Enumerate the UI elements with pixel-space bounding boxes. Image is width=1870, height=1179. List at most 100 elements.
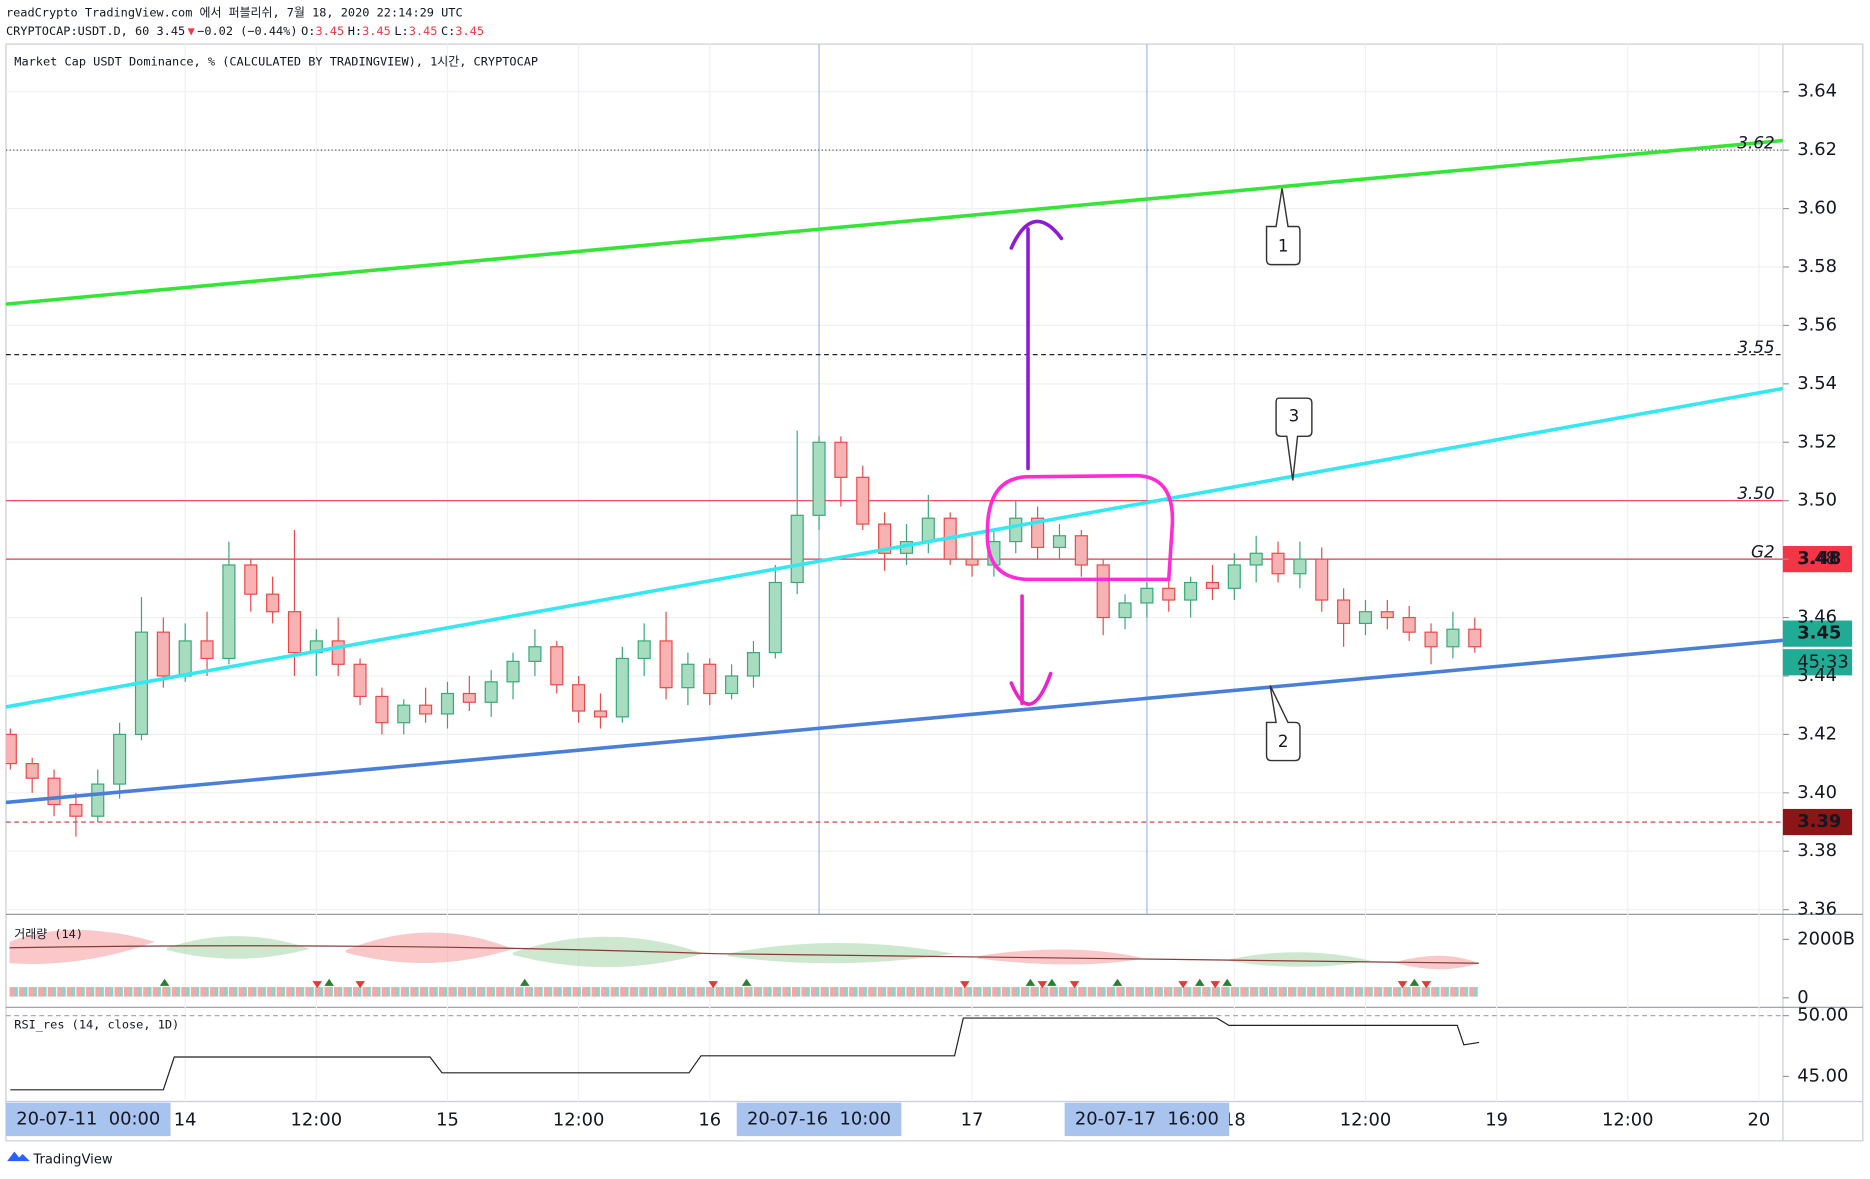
candle-body: [790, 514, 804, 584]
candle-body: [1468, 628, 1482, 648]
candle-body: [47, 777, 61, 806]
y-tick-label: 3.46: [1797, 607, 1837, 628]
y-tick-label: 3.38: [1797, 840, 1837, 861]
candle-body: [287, 611, 302, 654]
ohlc-key: L:: [394, 23, 408, 37]
candle-body: [659, 640, 673, 689]
candle-body: [1293, 558, 1307, 575]
callout-label: 3: [1289, 407, 1300, 426]
candle-body: [1074, 535, 1088, 566]
time-highlight: [1064, 1102, 1230, 1137]
callout: [1265, 685, 1301, 762]
y-tick-label: 3.48: [1797, 548, 1837, 569]
x-tick-label: 17: [961, 1110, 984, 1131]
candle-body: [244, 564, 258, 595]
highlight-ellipse: [985, 473, 1175, 582]
countdown-badge: [1782, 649, 1853, 676]
candle-body: [178, 640, 192, 677]
candle-body: [506, 660, 520, 683]
y-tick-label: 3.52: [1797, 431, 1837, 452]
time-highlight-label: 20-07-11 00:00: [16, 1108, 160, 1129]
volume-cloud-green: [727, 942, 955, 964]
y-tick-label: 3.42: [1797, 723, 1837, 744]
candle-body: [1052, 535, 1067, 549]
price-badge: [1782, 620, 1853, 647]
candle-body: [375, 695, 389, 724]
ohlc-key: O:: [301, 23, 315, 37]
candle-body: [462, 692, 476, 703]
candle-body: [1118, 602, 1132, 619]
volume-ma: [9, 945, 1479, 964]
brand-logo: [7, 1151, 30, 1162]
y-tick-label: 3.62: [1797, 139, 1837, 160]
trendline: [5, 138, 1783, 306]
drawings: [985, 188, 1313, 762]
callout-label: 1: [1278, 236, 1289, 255]
overlays: 3.62 3.55 3.50 G2 3.48 3.45 45:33 3.39: [1737, 134, 1853, 836]
volume-bars: [9, 987, 1479, 997]
price-badge: [1782, 546, 1853, 573]
ohlc-key: C:: [441, 23, 455, 37]
x-tick-label: 15: [436, 1110, 459, 1131]
candle-body: [222, 564, 236, 660]
rsi-title: RSI_res (14, close, 1D): [14, 1018, 179, 1032]
candle-body: [5, 733, 17, 765]
candle-body: [25, 763, 39, 779]
trendline: [5, 386, 1783, 709]
candle-body: [965, 558, 979, 566]
candle-body: [200, 640, 214, 660]
candle-body: [1184, 581, 1198, 601]
signal-up: [159, 978, 1420, 986]
time-highlight-label: 20-07-16 10:00: [747, 1108, 891, 1129]
volume-cloud-red: [345, 932, 513, 963]
y-tick-label: 3.60: [1797, 198, 1837, 219]
candle-body: [1140, 587, 1154, 604]
candle-body: [266, 593, 280, 613]
arrow-head: [1009, 219, 1064, 250]
x-tick-label: 14: [174, 1110, 197, 1131]
change: −0.02 (−0.44%): [197, 23, 297, 37]
candle-body: [1162, 587, 1176, 601]
y-tick-label: 3.58: [1797, 256, 1837, 277]
time-highlight: [736, 1102, 902, 1137]
candle-body: [484, 681, 498, 703]
ohlc-value: 3.45: [362, 23, 391, 37]
candle-body: [1227, 564, 1241, 589]
y-tick-label: 0: [1797, 987, 1808, 1008]
trendline: [5, 638, 1783, 805]
horizontal-line-label: 3.50: [1737, 484, 1774, 503]
candle-body: [1249, 552, 1263, 566]
price-badge: [1782, 808, 1853, 836]
price-badge-label: 3.48: [1797, 548, 1841, 569]
horizontal-line-label: G2: [1751, 543, 1775, 562]
y-tick-label: 3.64: [1797, 81, 1837, 102]
candle-body: [1402, 616, 1416, 633]
volume-cloud-green: [1228, 952, 1372, 967]
x-tick-label: 12:00: [291, 1110, 343, 1131]
y-tick-label: 3.44: [1797, 665, 1837, 686]
y-tick-label: 45.00: [1797, 1065, 1848, 1086]
frame: [5, 43, 1864, 1142]
candle-body: [69, 803, 83, 817]
y-tick-label: 3.54: [1797, 373, 1837, 394]
candle-body: [921, 517, 935, 543]
candle-body: [419, 704, 433, 715]
x-tick-label: 12:00: [1340, 1110, 1392, 1131]
callout-label: 2: [1278, 732, 1289, 751]
candle-body: [397, 704, 411, 724]
ohlc-value: 3.45: [315, 23, 344, 37]
x-tick-label: 12:00: [553, 1110, 605, 1131]
symbol-info: CRYPTOCAP:USDT.D, 60 3.45 ▼ −0.02 (−0.44%)…: [6, 23, 484, 37]
y-tick-label: 2000B: [1797, 928, 1855, 949]
volume-cloud-green: [166, 936, 311, 959]
time-highlight: [5, 1102, 171, 1137]
candle-body: [1096, 564, 1110, 619]
candle-body: [703, 663, 717, 695]
candle-body: [681, 663, 695, 689]
time-highlight-label: 20-07-17 16:00: [1075, 1108, 1219, 1129]
arrow-head: [1009, 671, 1053, 706]
ohlc-value: 3.45: [409, 23, 438, 37]
candle-body: [331, 640, 345, 665]
y-tick-label: 3.36: [1797, 899, 1837, 920]
volume-cloud: [9, 929, 1479, 970]
